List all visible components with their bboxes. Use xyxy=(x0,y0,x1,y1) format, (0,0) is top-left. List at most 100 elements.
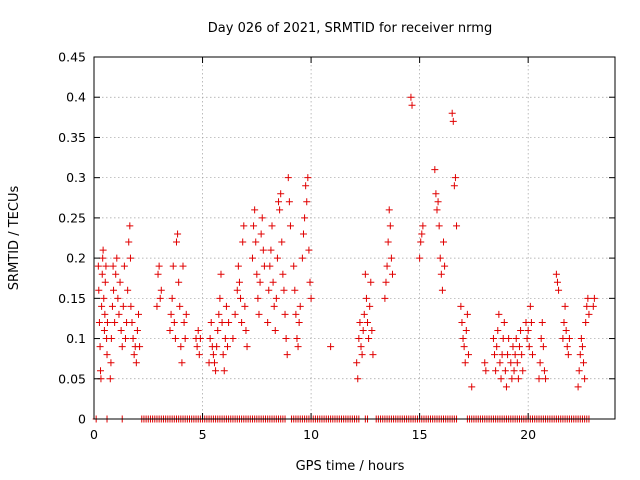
data-point xyxy=(130,351,138,359)
data-point xyxy=(303,198,311,206)
data-point xyxy=(118,343,126,351)
data-point xyxy=(242,327,250,335)
data-point xyxy=(178,359,186,367)
data-point xyxy=(113,254,121,262)
data-point xyxy=(417,238,425,246)
data-point xyxy=(259,246,267,254)
data-point xyxy=(258,214,266,222)
data-point xyxy=(561,302,569,310)
data-point xyxy=(355,335,363,343)
data-point xyxy=(114,294,122,302)
data-point xyxy=(514,375,522,383)
data-point xyxy=(127,302,135,310)
data-point xyxy=(507,359,515,367)
data-point xyxy=(213,343,221,351)
data-point xyxy=(451,174,459,182)
data-point xyxy=(518,351,526,359)
data-point xyxy=(206,335,214,343)
data-point xyxy=(237,294,245,302)
plot-frame xyxy=(93,56,616,420)
data-point xyxy=(482,367,490,375)
data-point xyxy=(385,206,393,214)
data-point xyxy=(170,318,178,326)
data-point xyxy=(112,270,120,278)
data-point xyxy=(174,230,182,238)
data-point xyxy=(95,318,103,326)
data-point xyxy=(251,206,259,214)
data-point xyxy=(508,375,516,383)
x-tick-label: 20 xyxy=(520,427,536,442)
data-point xyxy=(125,238,133,246)
data-point xyxy=(241,302,249,310)
data-point xyxy=(459,335,467,343)
data-point xyxy=(255,310,263,318)
data-point xyxy=(305,246,313,254)
data-point xyxy=(109,262,117,270)
data-point xyxy=(266,262,274,270)
data-point xyxy=(100,294,108,302)
data-point xyxy=(117,327,125,335)
data-point xyxy=(116,278,124,286)
data-point xyxy=(102,262,110,270)
data-point xyxy=(157,286,165,294)
data-point xyxy=(582,318,590,326)
data-point xyxy=(581,375,589,383)
data-point xyxy=(539,343,547,351)
x-tick-label: 10 xyxy=(303,427,319,442)
data-point xyxy=(575,367,583,375)
data-point xyxy=(256,278,264,286)
data-point xyxy=(291,286,299,294)
data-point xyxy=(101,310,109,318)
data-point xyxy=(555,286,563,294)
data-point xyxy=(154,270,162,278)
data-point xyxy=(519,367,527,375)
data-point xyxy=(278,238,286,246)
data-point xyxy=(538,318,546,326)
data-point xyxy=(284,174,292,182)
data-point xyxy=(155,262,163,270)
data-point xyxy=(512,335,520,343)
data-point xyxy=(282,335,290,343)
data-point xyxy=(458,318,466,326)
data-point xyxy=(96,343,104,351)
data-point xyxy=(576,351,584,359)
data-point xyxy=(468,383,476,391)
data-point xyxy=(286,222,294,230)
data-point xyxy=(381,294,389,302)
data-point xyxy=(264,318,272,326)
y-axis-label: SRMTID / TECUs xyxy=(7,186,22,291)
data-point xyxy=(388,270,396,278)
data-point xyxy=(517,327,525,335)
data-point xyxy=(212,367,220,375)
data-point xyxy=(489,335,497,343)
data-point xyxy=(238,318,246,326)
data-point xyxy=(107,335,115,343)
data-point xyxy=(360,310,368,318)
data-point xyxy=(107,359,115,367)
data-point xyxy=(279,270,287,278)
data-point xyxy=(542,375,550,383)
data-point xyxy=(431,166,439,174)
data-point xyxy=(441,262,449,270)
data-point xyxy=(438,286,446,294)
data-point xyxy=(254,294,262,302)
data-point xyxy=(229,335,237,343)
data-point xyxy=(293,335,301,343)
data-point xyxy=(108,302,116,310)
grid-lines xyxy=(94,57,615,419)
data-point xyxy=(580,359,588,367)
data-point xyxy=(126,254,134,262)
data-point xyxy=(115,310,123,318)
data-point xyxy=(273,254,281,262)
data-point xyxy=(368,327,376,335)
data-point xyxy=(432,190,440,198)
data-point xyxy=(215,310,223,318)
data-point xyxy=(292,310,300,318)
data-point xyxy=(497,375,505,383)
data-point xyxy=(272,294,280,302)
data-point xyxy=(327,343,335,351)
data-point xyxy=(106,375,114,383)
x-tick-labels: 0 5 10 15 20 xyxy=(90,427,536,442)
data-point xyxy=(156,294,164,302)
data-point xyxy=(450,182,458,190)
